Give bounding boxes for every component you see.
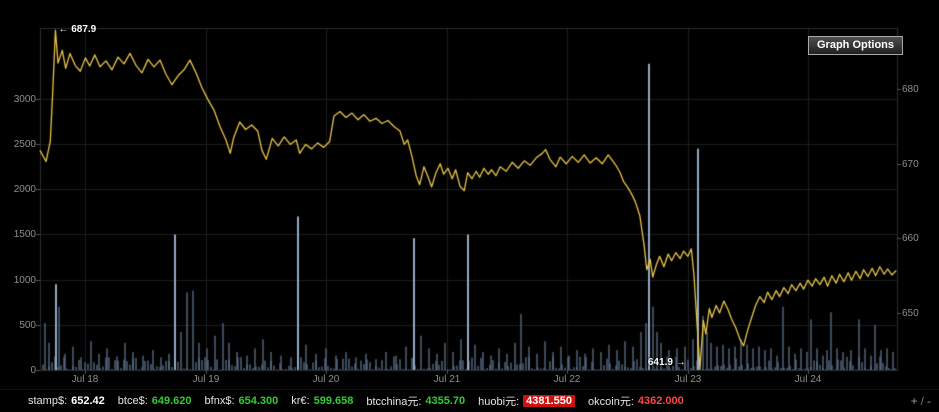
left-axis-tick: 2000 — [13, 184, 36, 195]
x-axis-tick: Jul 20 — [312, 374, 340, 385]
ticker-label: kr€: — [291, 395, 310, 407]
ticker-label: okcoin元: — [588, 396, 634, 408]
ticker-okcoin[interactable]: okcoin元: 4362.000 — [588, 393, 684, 409]
ticker-value: 654.300 — [238, 395, 279, 407]
x-axis-tick: Jul 22 — [553, 374, 581, 385]
left-axis-tick: 2500 — [13, 139, 36, 150]
ticker-value: 4381.550 — [523, 395, 576, 407]
market-ticker-bar: stamp$: 652.42 btce$: 649.620 bfnx$: 654.300 k… — [0, 389, 939, 412]
ticker-label: btce$: — [117, 395, 148, 407]
left-axis-tick: 1000 — [13, 275, 36, 286]
high-price-label: 687.9 — [71, 24, 97, 36]
graph-options-button[interactable]: Graph Options — [808, 36, 903, 55]
arrow-right-icon: → — [675, 357, 686, 368]
zoom-in-button[interactable]: + — [910, 394, 918, 408]
x-axis-tick: Jul 18 — [71, 374, 99, 385]
high-price-annotation: ← 687.9 — [58, 24, 96, 35]
low-price-label: 641.9 — [647, 357, 673, 368]
x-axis-tick: Jul 19 — [192, 374, 220, 385]
ticker-btce[interactable]: btce$: 649.620 — [118, 395, 192, 407]
left-axis-tick: 3000 — [13, 94, 36, 105]
low-price-annotation: 641.9 → — [648, 357, 686, 368]
ticker-kr[interactable]: kr€: 599.658 — [291, 395, 353, 407]
zoom-controls: + / - — [911, 394, 931, 408]
zoom-out-button[interactable]: - — [927, 394, 931, 408]
ticker-label: bfnx$: — [204, 395, 235, 407]
ticker-label: huobi元: — [478, 396, 520, 408]
x-axis-tick: Jul 21 — [433, 374, 461, 385]
x-axis-tick: Jul 23 — [674, 374, 702, 385]
ticker-btcchina[interactable]: btcchina元: 4355.70 — [366, 393, 465, 409]
right-axis-tick: 680 — [902, 84, 919, 95]
ticker-value: 599.658 — [313, 395, 354, 407]
right-axis-tick: 670 — [902, 159, 919, 170]
ticker-label: btcchina元: — [366, 396, 422, 408]
ticker-huobi[interactable]: huobi元: 4381.550 — [478, 393, 576, 409]
ticker-value: 649.620 — [151, 395, 192, 407]
ticker-stamp[interactable]: stamp$: 652.42 — [28, 395, 105, 407]
zoom-separator: / — [920, 394, 924, 408]
left-axis-tick: 1500 — [13, 229, 36, 240]
left-axis-tick: 500 — [19, 320, 36, 331]
ticker-label: stamp$: — [28, 395, 68, 407]
right-axis-tick: 650 — [902, 308, 919, 319]
arrow-left-icon: ← — [58, 24, 69, 36]
ticker-bfnx[interactable]: bfnx$: 654.300 — [205, 395, 279, 407]
x-axis-tick: Jul 24 — [794, 374, 822, 385]
left-axis-tick: 0 — [30, 365, 36, 376]
right-axis-tick: 660 — [902, 233, 919, 244]
ticker-value: 4355.70 — [425, 395, 466, 407]
ticker-value: 652.42 — [71, 395, 105, 407]
ticker-value: 4362.000 — [637, 395, 684, 407]
